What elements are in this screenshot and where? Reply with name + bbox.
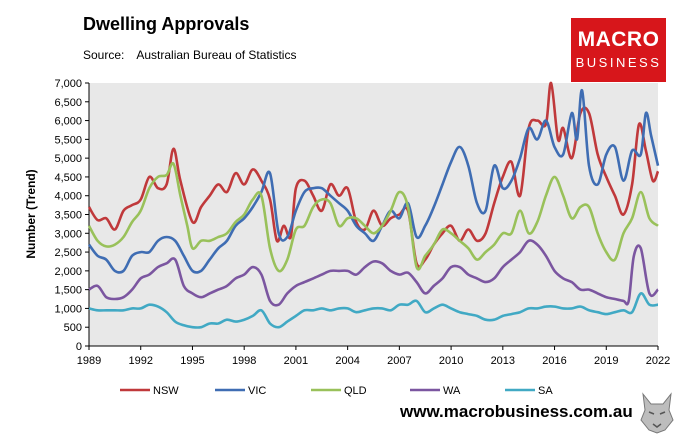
logo-line1: MACRO xyxy=(577,28,660,51)
y-tick-label: 4,000 xyxy=(54,191,82,203)
y-tick-label: 2,000 xyxy=(54,266,82,278)
x-tick-label: 2016 xyxy=(542,355,566,367)
site-url[interactable]: www.macrobusiness.com.au xyxy=(400,402,633,421)
x-tick-label: 1998 xyxy=(232,355,256,367)
x-tick-label: 2010 xyxy=(439,355,463,367)
x-tick-label: 2004 xyxy=(335,355,359,367)
legend-label-sa: SA xyxy=(538,385,553,397)
logo-line2: BUSINESS xyxy=(575,55,662,70)
y-tick-label: 6,500 xyxy=(54,97,82,109)
y-tick-label: 4,500 xyxy=(54,172,82,184)
legend-label-vic: VIC xyxy=(248,385,266,397)
x-tick-label: 2001 xyxy=(284,355,308,367)
y-tick-label: 7,000 xyxy=(54,78,82,90)
x-tick-label: 2019 xyxy=(594,355,618,367)
y-tick-label: 2,500 xyxy=(54,247,82,259)
legend-label-qld: QLD xyxy=(344,385,367,397)
source-label: Source: xyxy=(83,48,125,62)
series-line-qld xyxy=(87,161,659,273)
y-tick-label: 5,000 xyxy=(54,153,82,165)
y-axis-label: Number (Trend) xyxy=(24,169,38,258)
series-lines xyxy=(87,81,660,329)
series-line-wa xyxy=(88,239,659,307)
y-tick-label: 3,000 xyxy=(54,228,82,240)
x-tick-label: 2022 xyxy=(646,355,670,367)
series-line-nsw xyxy=(87,81,660,268)
x-tick-label: 2007 xyxy=(387,355,411,367)
x-tick-label: 1992 xyxy=(128,355,152,367)
y-tick-label: 500 xyxy=(64,322,82,334)
series-line-sa xyxy=(88,292,659,329)
x-tick-label: 1995 xyxy=(180,355,204,367)
y-tick-label: 1,000 xyxy=(54,303,82,315)
legend: NSW VIC QLD WA SA xyxy=(120,385,553,397)
x-tick-label: 2013 xyxy=(491,355,515,367)
axes: 0 500 1,000 1,500 2,000 2,500 3,000 3,500 4,000 4… xyxy=(54,78,670,367)
legend-label-wa: WA xyxy=(443,385,461,397)
chart-title: Dwelling Approvals xyxy=(83,14,250,34)
y-tick-label: 5,500 xyxy=(54,134,82,146)
wolf-logo-icon xyxy=(640,392,674,434)
y-tick-label: 1,500 xyxy=(54,285,82,297)
y-tick-label: 6,000 xyxy=(54,116,82,128)
macrobusiness-logo: MACRO BUSINESS xyxy=(571,18,666,82)
source-line: Source: Australian Bureau of Statistics xyxy=(83,48,296,62)
legend-label-nsw: NSW xyxy=(153,385,179,397)
y-tick-label: 3,500 xyxy=(54,210,82,222)
plot-area-background xyxy=(89,83,658,346)
x-tick-label: 1989 xyxy=(77,355,101,367)
y-tick-label: 0 xyxy=(76,341,82,353)
source-text: Australian Bureau of Statistics xyxy=(136,48,297,62)
